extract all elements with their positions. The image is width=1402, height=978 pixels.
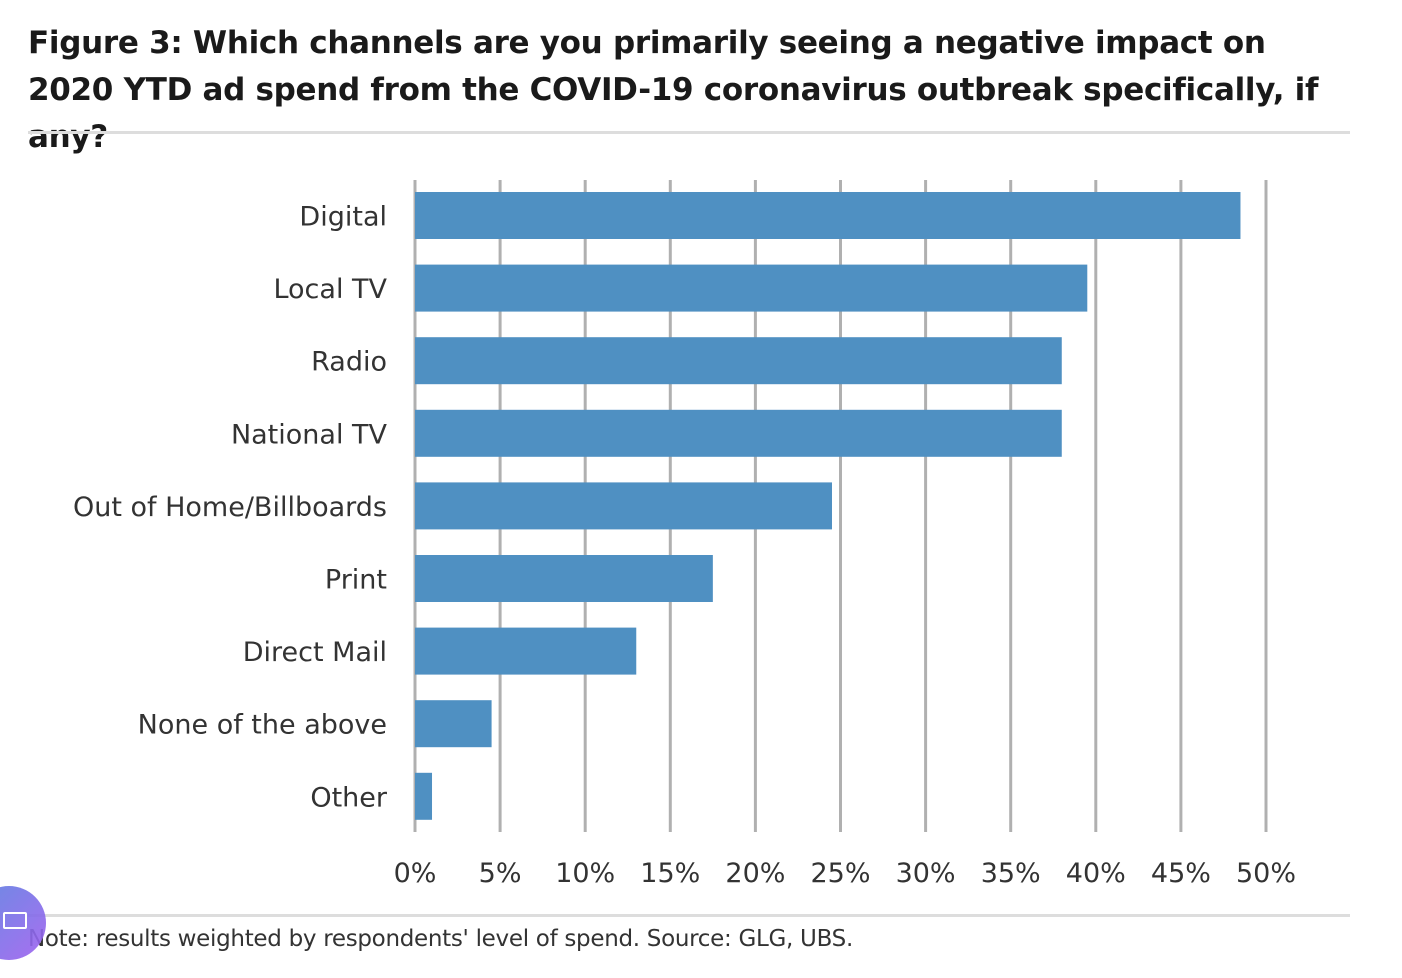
category-label: Out of Home/Billboards [73, 492, 387, 523]
bar [415, 555, 713, 602]
x-tick-label: 0% [394, 858, 437, 889]
category-label: None of the above [138, 710, 387, 741]
x-tick-label: 40% [1066, 858, 1126, 889]
bar [415, 772, 433, 820]
x-tick-label: 5% [479, 858, 522, 889]
category-label: Local TV [273, 274, 387, 305]
screen-share-icon [3, 912, 27, 929]
figure-title: Figure 3: Which channels are you primari… [28, 25, 1319, 155]
x-tick-label: 35% [981, 858, 1041, 889]
x-tick-label: 10% [555, 858, 615, 889]
bar [415, 700, 492, 748]
bar [415, 627, 637, 675]
x-tick-label: 15% [640, 858, 700, 889]
category-label: Radio [311, 347, 387, 378]
x-tick-label: 25% [810, 858, 870, 889]
category-label: Digital [299, 202, 387, 233]
bar [415, 482, 832, 530]
category-label: Direct Mail [243, 637, 387, 668]
category-label: National TV [231, 419, 388, 450]
note-divider [28, 914, 1350, 917]
bar [415, 264, 1088, 312]
bar-chart: 0% 5% 10% 15% 20% 25% 30% 35% 40% 45% 50% Digital Lo… [73, 180, 1296, 889]
bar [415, 409, 1062, 457]
x-tick-label: 30% [896, 858, 956, 889]
category-label: Other [310, 782, 388, 813]
x-tick-label: 50% [1236, 858, 1296, 889]
bar [415, 337, 1062, 385]
source-note: Note: results weighted by respondents' l… [28, 926, 853, 952]
x-tick-label: 20% [725, 858, 785, 889]
title-divider [28, 131, 1350, 134]
x-tick-label: 45% [1151, 858, 1211, 889]
category-label: Print [325, 565, 387, 596]
bar [415, 192, 1241, 239]
